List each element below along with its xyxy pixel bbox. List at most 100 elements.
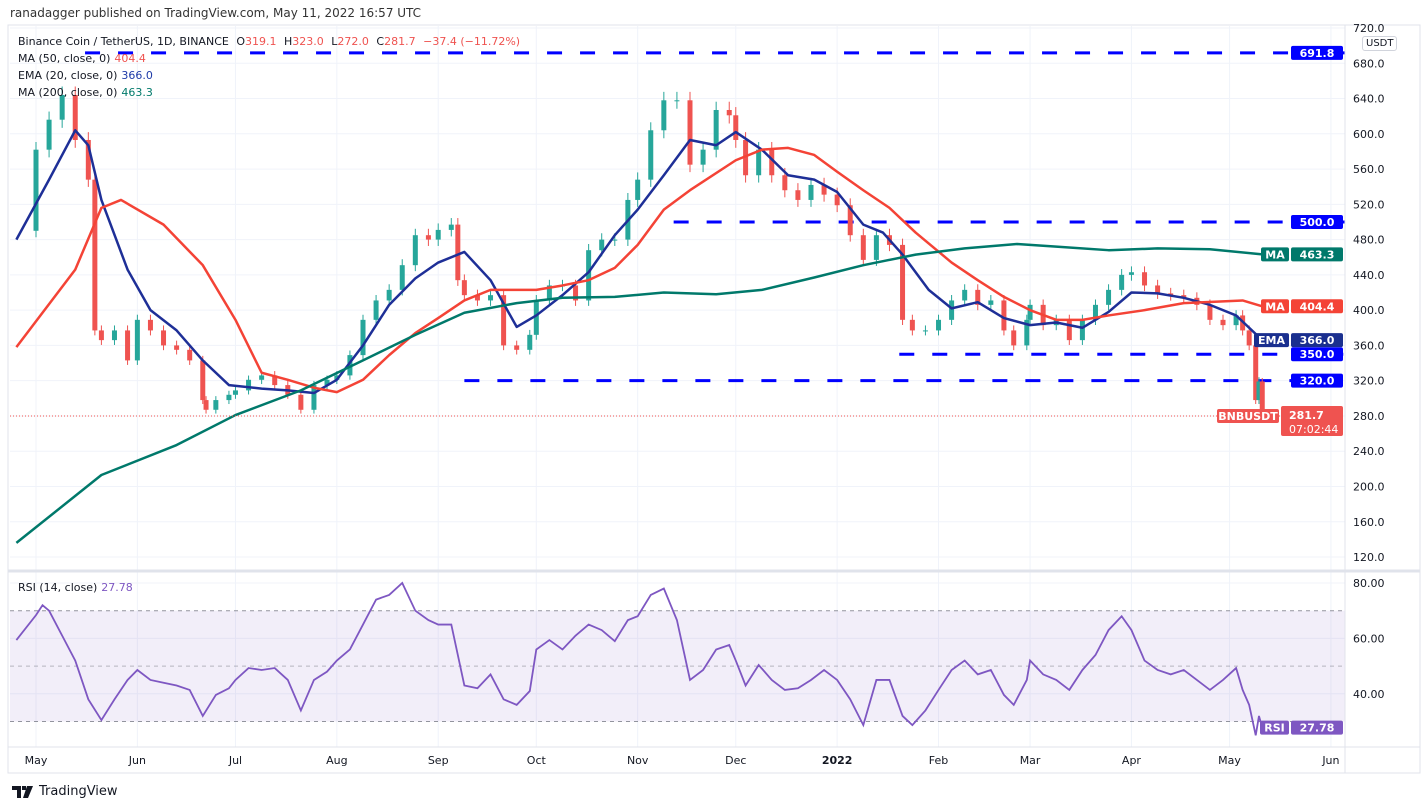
candle-body <box>386 289 392 301</box>
candle-body <box>909 319 915 331</box>
ohlc-low: L272.0 <box>331 35 369 48</box>
horizontal-levels[interactable] <box>85 51 1345 383</box>
candle-body <box>873 235 879 260</box>
candles <box>33 86 1265 424</box>
candle-body <box>1011 330 1017 346</box>
tradingview-brand: TradingView <box>39 784 118 799</box>
candle-body <box>324 379 330 386</box>
ma50-name-tag: MA <box>1265 300 1285 313</box>
candle-body <box>527 334 533 350</box>
candle-body <box>1233 315 1239 326</box>
price-tick-label: 520.0 <box>1353 198 1385 211</box>
candle-body <box>461 280 467 296</box>
candle-body <box>1092 304 1098 320</box>
candle-body <box>674 100 680 102</box>
candle-body <box>1181 295 1187 298</box>
ma200-value: 463.3 <box>121 86 153 99</box>
candle-body <box>733 115 739 140</box>
candle-body <box>92 179 98 331</box>
candle-body <box>501 295 507 346</box>
candle-body <box>203 400 209 410</box>
candle-body <box>272 375 278 386</box>
candle-body <box>599 239 605 251</box>
ema20-name-tag-bg <box>1254 333 1289 348</box>
candle-body <box>713 109 719 150</box>
time-tick-label: Apr <box>1122 754 1142 767</box>
legend-rsi[interactable]: RSI (14, close) 27.78 <box>18 581 137 594</box>
candle-body <box>900 244 906 320</box>
price-tick-label: 560.0 <box>1353 163 1385 176</box>
candle-body <box>756 149 762 176</box>
candle-body <box>360 319 366 356</box>
candle-body <box>187 349 193 361</box>
candle-body <box>1119 274 1125 290</box>
candle-body <box>213 400 219 410</box>
candle-body <box>1066 319 1072 341</box>
candle-body <box>161 330 167 346</box>
candle-body <box>347 355 353 376</box>
candle-body <box>975 289 981 305</box>
candle-body <box>435 229 441 240</box>
candle-body <box>448 224 454 230</box>
candle-body <box>988 300 994 305</box>
price-tick-label: 680.0 <box>1353 57 1385 70</box>
legend-ma50[interactable]: MA (50, close, 0) 404.4 <box>18 52 150 65</box>
candle-body <box>46 119 52 150</box>
tradingview-logo[interactable]: TradingView <box>12 784 118 799</box>
ema20-name-tag: EMA <box>1258 334 1285 347</box>
candle-body <box>847 205 853 236</box>
time-tick-label: May <box>25 754 48 767</box>
currency-button[interactable]: USDT <box>1362 36 1398 51</box>
candle-body <box>125 330 131 361</box>
rsi-label: RSI (14, close) <box>18 581 98 594</box>
candle-body <box>33 149 39 231</box>
candle-body <box>259 375 265 380</box>
current-price-tag: 281.7 <box>1289 409 1324 422</box>
ohlc-close: C281.7 <box>376 35 416 48</box>
candle-body <box>769 149 775 176</box>
time-tick-label: Jul <box>228 754 242 767</box>
candle-body <box>726 109 732 116</box>
candle-body <box>612 239 618 241</box>
ma200-name-tag: MA <box>1265 248 1285 261</box>
level-tag-bg <box>1291 373 1343 388</box>
candle-body <box>1220 319 1226 326</box>
candle-body <box>1106 289 1112 305</box>
candle-body <box>573 285 579 301</box>
rsi-tick-label: 80.00 <box>1353 577 1385 590</box>
rsi-line <box>15 581 1264 736</box>
candle-body <box>962 289 968 301</box>
candle-body <box>635 179 641 200</box>
candle-body <box>488 295 494 301</box>
ma50-value: 404.4 <box>114 52 146 65</box>
time-tick-label: Feb <box>929 754 948 767</box>
time-tick-label: Mar <box>1020 754 1041 767</box>
candle-body <box>922 330 928 332</box>
candle-body <box>936 319 942 331</box>
price-change: −37.4 (−11.72%) <box>423 35 521 48</box>
candle-body <box>1155 285 1161 294</box>
symbol-name-tag-bg <box>1217 409 1279 423</box>
legend-ema20[interactable]: EMA (20, close, 0) 366.0 <box>18 69 157 82</box>
candle-body <box>1246 330 1252 346</box>
candle-body <box>533 300 539 335</box>
price-tick-label: 320.0 <box>1353 375 1385 388</box>
symbol-legend[interactable]: Binance Coin / TetherUS, 1D, BINANCE O31… <box>18 35 524 48</box>
price-tick-label: 400.0 <box>1353 304 1385 317</box>
price-tick-label: 120.0 <box>1353 551 1385 564</box>
candle-body <box>59 95 65 120</box>
ma200-price-tag: 463.3 <box>1300 248 1335 261</box>
ema20-line <box>15 129 1264 395</box>
tradingview-logo-icon <box>12 785 33 798</box>
candle-body <box>111 330 117 341</box>
legend-ma200[interactable]: MA (200, close, 0) 463.3 <box>18 86 157 99</box>
level-tag: 500.0 <box>1300 216 1335 229</box>
time-tick-label: Aug <box>326 754 347 767</box>
ma50-price-tag-bg <box>1291 299 1343 314</box>
rsi-name-tag-bg <box>1260 720 1289 735</box>
candle-body <box>85 139 91 180</box>
candle-body <box>311 385 317 410</box>
time-tick-label: May <box>1218 754 1241 767</box>
candle-body <box>795 190 801 200</box>
